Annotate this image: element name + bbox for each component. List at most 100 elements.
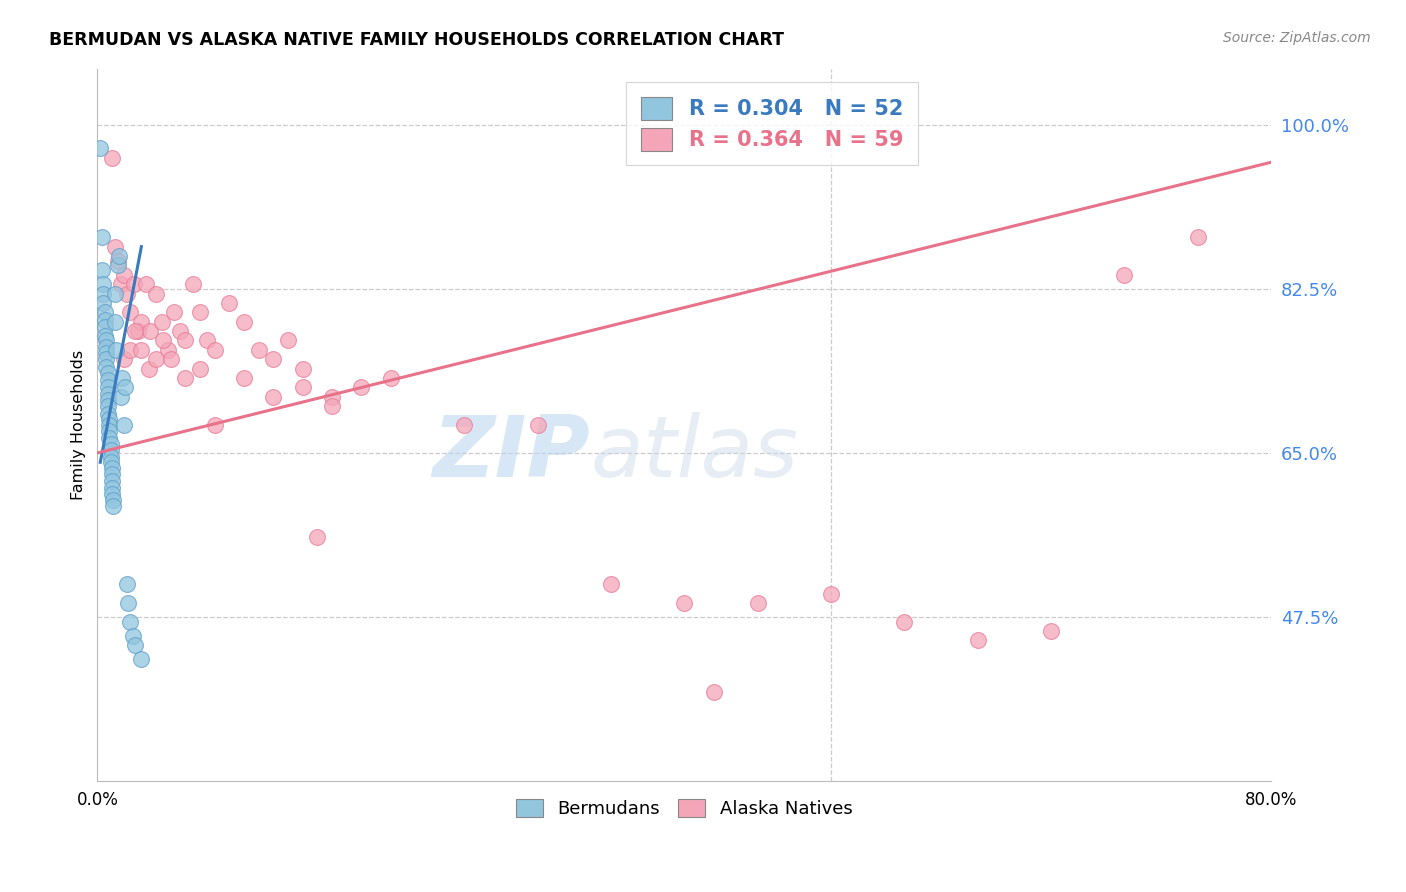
Point [121,629,143,643]
Y-axis label: Family Households: Family Households [72,350,86,500]
Point [163,305,186,319]
Point [98,412,121,426]
Point [98,417,121,432]
Point [188,305,211,319]
Point [100,436,122,450]
Point [98,425,121,439]
Point [138,361,160,376]
Point [97,407,120,421]
Point [174,334,197,348]
Point [118,343,141,357]
Point [145,286,167,301]
Point [197,334,219,348]
Point [108,249,131,263]
Point [100,443,122,458]
Point [1187,230,1209,244]
Point [100,450,122,464]
Point [703,685,725,699]
Point [90,263,112,277]
Text: ZIP: ZIP [433,412,591,495]
Point [104,240,127,254]
Point [188,361,211,376]
Point [104,315,127,329]
Point [91,296,114,310]
Point [93,328,115,343]
Point [93,320,115,334]
Point [204,343,226,357]
Point [90,230,112,244]
Point [97,387,120,401]
Point [233,315,256,329]
Point [96,334,118,348]
Point [112,352,135,367]
Point [96,340,118,354]
Point [247,343,270,357]
Point [262,352,284,367]
Point [380,371,402,385]
Point [115,286,138,301]
Point [673,596,696,610]
Text: BERMUDAN VS ALASKA NATIVE FAMILY HOUSEHOLDS CORRELATION CHART: BERMUDAN VS ALASKA NATIVE FAMILY HOUSEHO… [49,31,785,49]
Point [117,596,139,610]
Text: atlas: atlas [591,412,799,495]
Point [599,577,621,591]
Point [101,481,124,495]
Point [96,345,118,359]
Point [93,312,115,326]
Point [104,286,127,301]
Point [103,500,125,514]
Point [118,305,141,319]
Point [97,393,120,408]
Point [321,390,343,404]
Point [124,638,146,652]
Point [97,399,120,413]
Point [96,359,118,374]
Point [101,487,124,501]
Point [145,352,167,367]
Point [91,277,114,292]
Point [122,277,145,292]
Point [97,373,120,387]
Point [526,417,548,432]
Point [111,371,134,385]
Point [97,366,120,380]
Point [101,151,124,165]
Point [101,474,124,488]
Point [93,305,115,319]
Point [262,390,284,404]
Point [118,615,141,629]
Point [107,259,129,273]
Point [89,141,111,155]
Point [159,352,181,367]
Point [169,324,191,338]
Point [112,417,135,432]
Point [820,586,842,600]
Point [107,253,129,268]
Point [747,596,769,610]
Point [101,467,124,482]
Point [112,268,135,282]
Point [131,652,153,666]
Point [124,324,146,338]
Point [105,343,128,357]
Point [110,390,132,404]
Point [307,530,329,544]
Point [893,615,915,629]
Legend: Bermudans, Alaska Natives: Bermudans, Alaska Natives [509,791,859,825]
Point [131,343,153,357]
Point [96,352,118,367]
Point [97,380,120,394]
Point [350,380,373,394]
Point [966,633,988,648]
Point [156,343,179,357]
Point [103,492,125,507]
Point [139,324,162,338]
Point [1114,268,1136,282]
Point [181,277,204,292]
Point [321,399,343,413]
Point [131,315,153,329]
Point [127,324,149,338]
Point [115,577,138,591]
Point [1040,624,1063,638]
Point [98,431,121,445]
